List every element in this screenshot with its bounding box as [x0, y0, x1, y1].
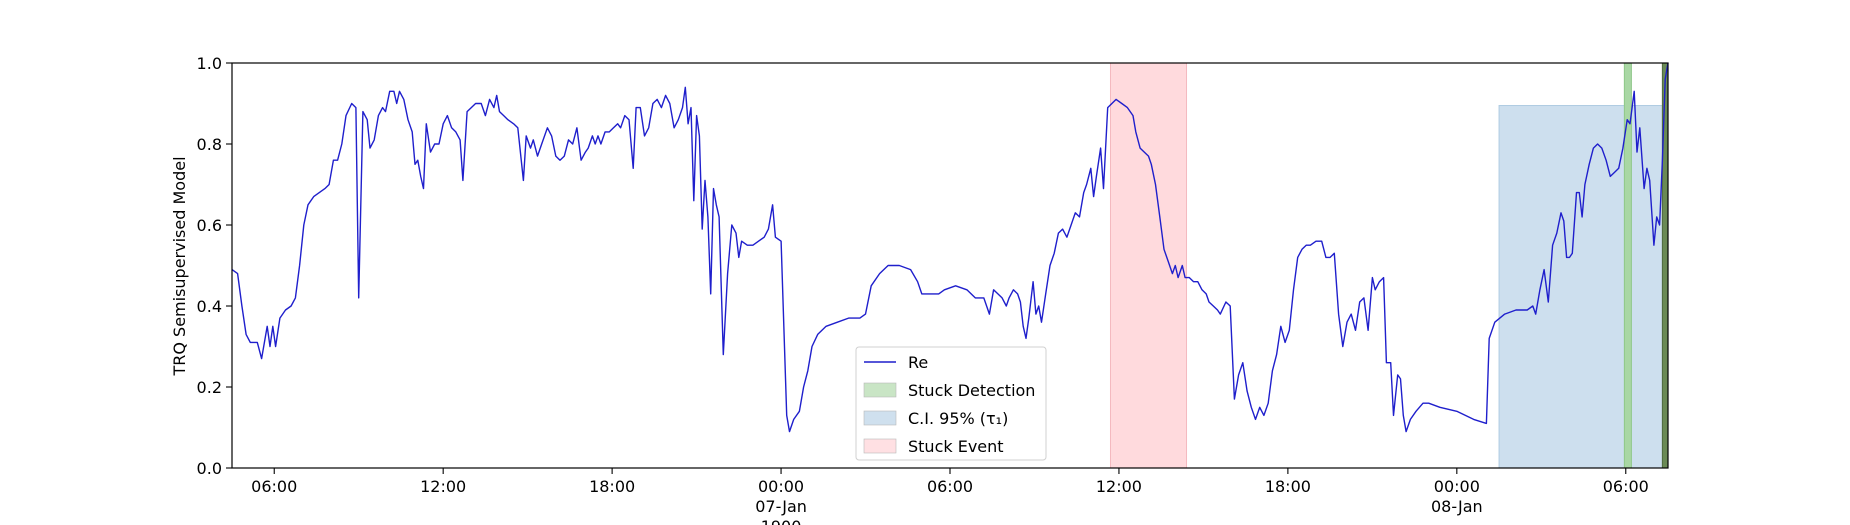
span-stuck-event-0	[1109, 62, 1188, 469]
y-tick-label: 0.4	[197, 297, 222, 316]
x-tick-date-label: 08-Jan	[1431, 497, 1483, 516]
span-layer	[1109, 62, 1669, 469]
legend-label-stuck-event: Stuck Event	[908, 437, 1004, 456]
x-tick-date-label: 07-Jan	[755, 497, 807, 516]
legend: Re Stuck Detection C.I. 95% (τ₁) Stuck Even…	[855, 346, 1047, 461]
x-tick-label: 06:00	[927, 477, 973, 496]
legend-swatch-c-i-95-	[863, 410, 897, 426]
x-tick-year-label: 1900	[761, 517, 802, 525]
y-axis-title: TRQ Semisupervised Model	[170, 156, 189, 376]
x-tick-label: 12:00	[420, 477, 466, 496]
x-tick-label: 06:00	[251, 477, 297, 496]
legend-label-c-i-95-: C.I. 95% (τ₁)	[908, 409, 1008, 428]
y-tick-label: 0.8	[197, 135, 222, 154]
x-tick-label: 12:00	[1096, 477, 1142, 496]
y-tick-label: 0.6	[197, 216, 222, 235]
legend-box	[855, 346, 1047, 461]
legend-swatch-stuck-event	[863, 438, 897, 454]
series-line-re	[231, 62, 1669, 433]
y-tick-label: 0.0	[197, 459, 222, 478]
y-tick-label: 0.2	[197, 378, 222, 397]
x-tick-label: 18:00	[1265, 477, 1311, 496]
tick-layer: 0.00.20.40.60.81.006:00 12:00 18:00 00:0007…	[197, 54, 1649, 525]
x-tick-label: 00:00	[758, 477, 804, 496]
legend-swatch-stuck-detection	[863, 382, 897, 398]
x-tick-label: 18:00	[589, 477, 635, 496]
span-c-i-95--1	[1498, 105, 1666, 469]
y-tick-label: 1.0	[197, 54, 222, 73]
legend-label-stuck-detection: Stuck Detection	[908, 381, 1035, 400]
x-tick-label: 00:00	[1434, 477, 1480, 496]
x-tick-label: 06:00	[1603, 477, 1649, 496]
line-layer	[231, 62, 1669, 433]
legend-label-re: Re	[908, 353, 928, 372]
